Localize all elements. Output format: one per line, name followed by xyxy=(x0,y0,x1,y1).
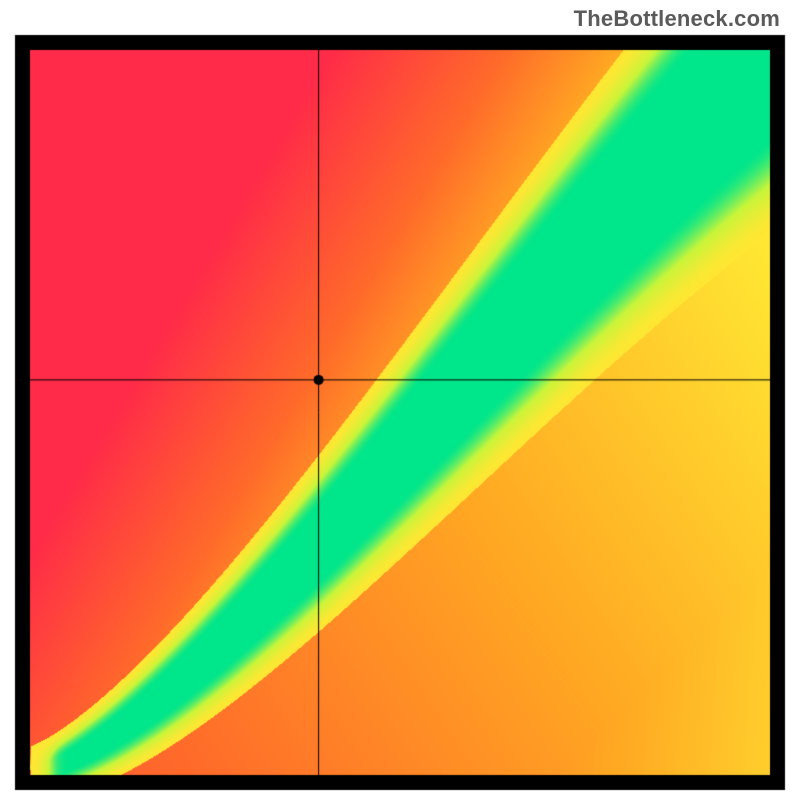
watermark-text: TheBottleneck.com xyxy=(574,6,780,32)
bottleneck-heatmap xyxy=(0,0,800,800)
chart-container: TheBottleneck.com xyxy=(0,0,800,800)
